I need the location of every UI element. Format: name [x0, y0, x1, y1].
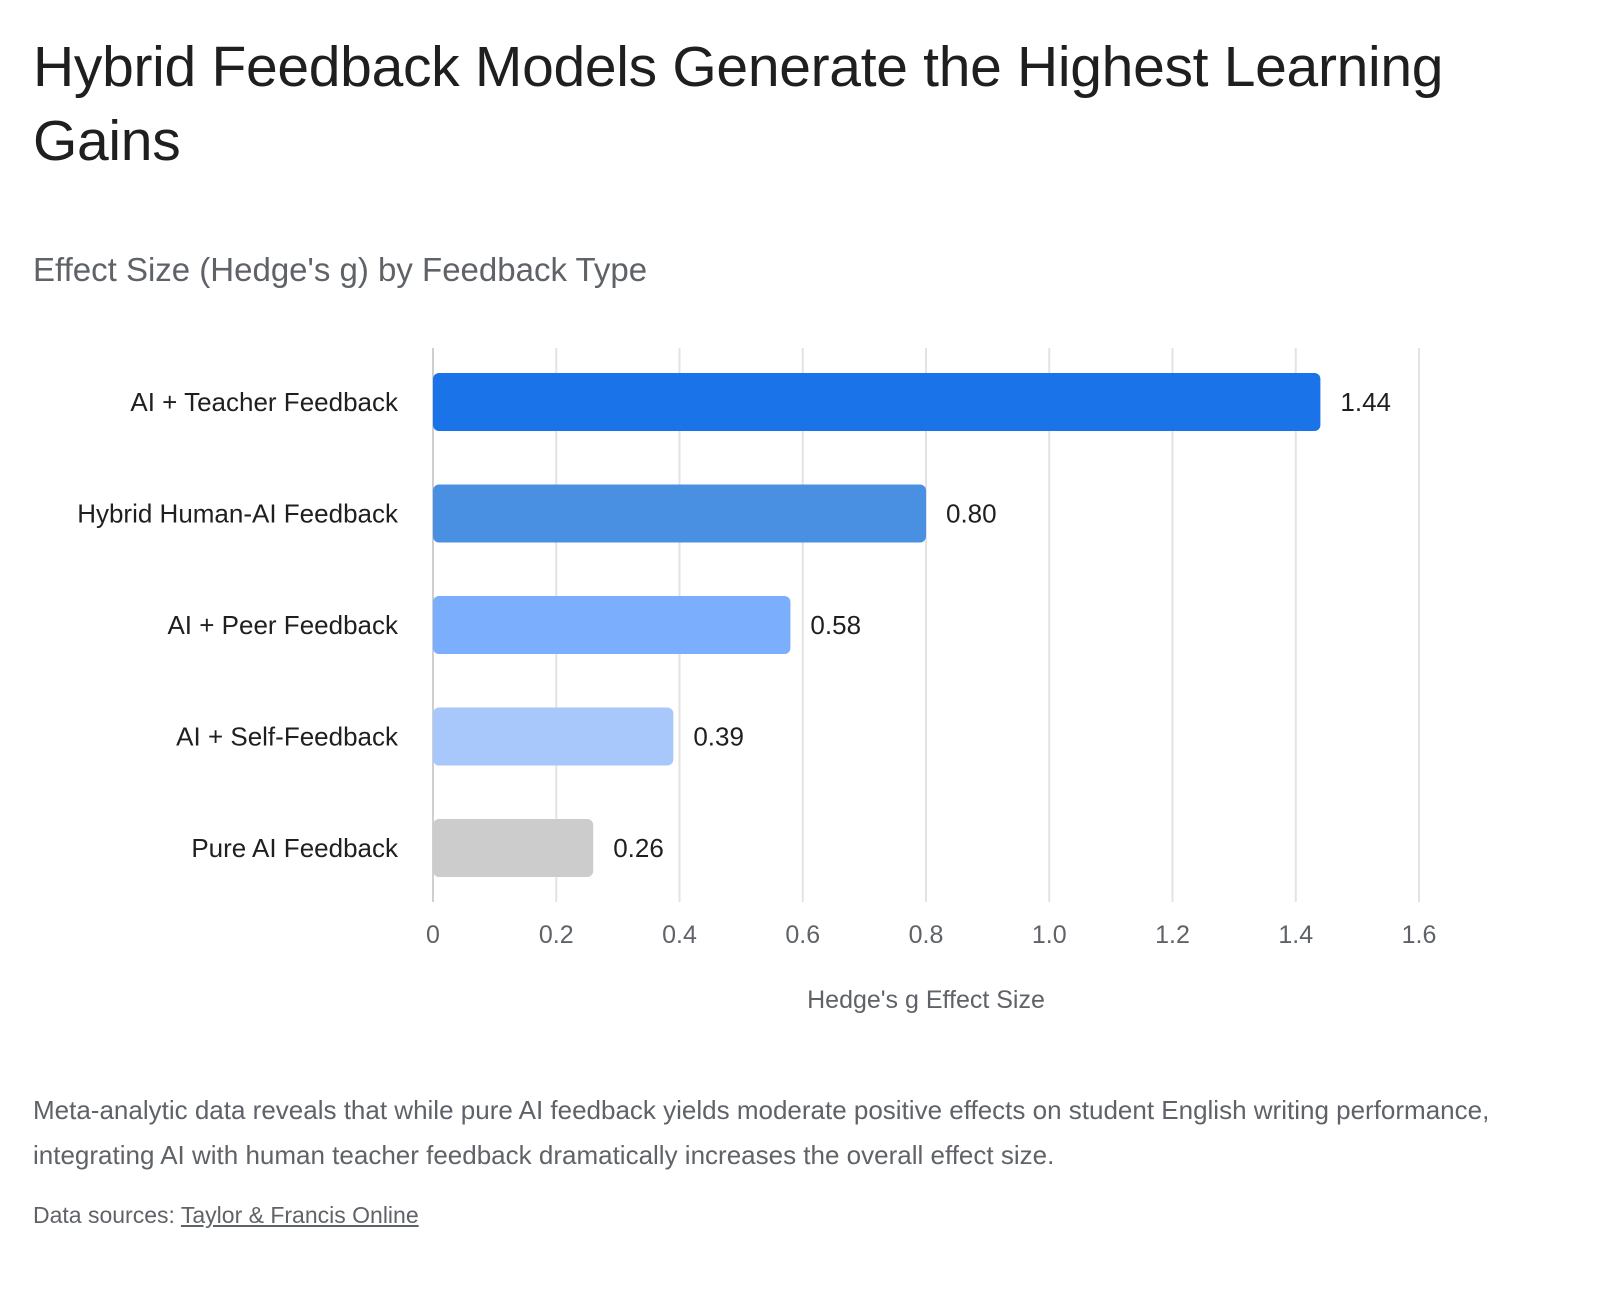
x-tick-label: 1.6 — [1402, 921, 1437, 949]
x-tick-label: 1.4 — [1278, 921, 1313, 949]
data-label: 0.26 — [613, 833, 664, 863]
data-label: 0.39 — [693, 722, 744, 752]
bar — [433, 373, 1321, 431]
category-label: Hybrid Human-AI Feedback — [77, 499, 399, 529]
chart-description: Meta-analytic data reveals that while pu… — [33, 1095, 1490, 1170]
x-axis-ticks: 0 0.2 0.4 0.6 0.8 1.0 1.2 1.4 1.6 — [426, 921, 1436, 949]
data-sources: Data sources: Taylor & Francis Online — [33, 1200, 419, 1230]
bar — [433, 596, 791, 654]
category-label: AI + Teacher Feedback — [130, 387, 399, 417]
x-tick-label: 0.6 — [785, 921, 820, 949]
category-label: Pure AI Feedback — [191, 833, 399, 863]
bars — [433, 373, 1321, 877]
x-tick-label: 0.2 — [539, 921, 574, 949]
data-labels: 1.44 0.80 0.58 0.39 0.26 — [613, 387, 1391, 863]
category-labels: AI + Teacher Feedback Hybrid Human-AI Fee… — [77, 387, 399, 863]
chart-title: Hybrid Feedback Models Generate the High… — [33, 35, 1444, 173]
bar-chart: AI + Teacher Feedback Hybrid Human-AI Fee… — [77, 348, 1436, 1014]
sources-link[interactable]: Taylor & Francis Online — [180, 1202, 419, 1228]
bar — [433, 819, 594, 877]
category-label: AI + Self-Feedback — [176, 722, 399, 752]
x-tick-label: 0.4 — [662, 921, 697, 949]
bar — [433, 484, 926, 543]
x-axis-title: Hedge's g Effect Size — [807, 986, 1045, 1014]
x-tick-label: 0.8 — [909, 921, 944, 949]
category-label: AI + Peer Feedback — [167, 610, 399, 640]
data-label: 0.58 — [810, 610, 861, 640]
bar — [433, 707, 674, 766]
x-tick-label: 1.0 — [1032, 921, 1067, 949]
data-label: 0.80 — [946, 499, 997, 529]
x-tick-label: 1.2 — [1155, 921, 1190, 949]
grid-lines — [432, 348, 1420, 902]
x-tick-label: 0 — [426, 921, 440, 949]
sources-label: Data sources: — [33, 1202, 181, 1228]
data-label: 1.44 — [1340, 387, 1391, 417]
chart-subtitle: Effect Size (Hedge's g) by Feedback Type — [33, 251, 648, 288]
